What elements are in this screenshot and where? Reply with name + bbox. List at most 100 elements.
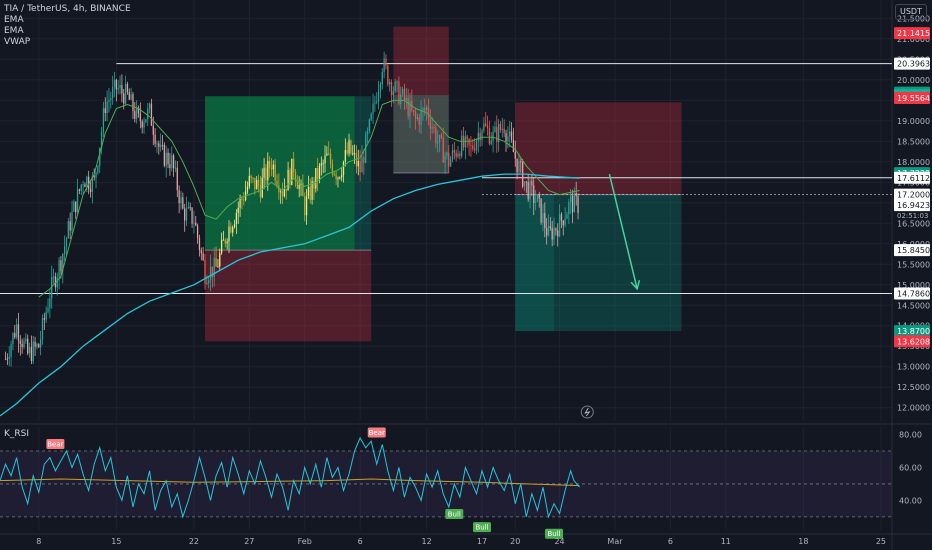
candle-body (187, 206, 190, 209)
candle-body (263, 167, 265, 178)
candle-body (198, 237, 201, 251)
candle-body (117, 88, 119, 90)
candle-body (540, 198, 542, 223)
candle-body (268, 160, 271, 168)
candle-body (387, 65, 389, 85)
price-tag-label: 20.3963 (897, 60, 930, 69)
candle-body (438, 135, 441, 143)
candle-body (429, 118, 431, 129)
candle-body (39, 339, 42, 348)
candle-body (87, 176, 90, 190)
candle-body (25, 338, 27, 341)
candle-body (328, 153, 330, 155)
candle-body (322, 163, 324, 165)
time-tick-label: 6 (358, 537, 363, 546)
candle-body (414, 111, 417, 120)
candle-body (571, 195, 574, 213)
candle-body (529, 181, 531, 200)
time-axis[interactable]: 8 15 22 27 Feb 6 12 17 20 24 Mar 6 11 18 25 (36, 537, 886, 546)
candle-body (379, 84, 382, 91)
price-tag (894, 199, 930, 212)
candle-body (575, 192, 577, 197)
price-axis[interactable]: 12.000012.500013.000013.500014.000014.50… (894, 14, 930, 413)
candle-body (492, 131, 494, 141)
time-tick-label: 15 (111, 537, 121, 546)
candle-body (472, 145, 474, 149)
candle-body (110, 98, 112, 100)
candle-body (357, 160, 359, 167)
candle-body (8, 357, 10, 359)
position-active-zone (515, 194, 555, 332)
candle-body (43, 318, 45, 320)
candle-body (158, 143, 160, 147)
candle-body (252, 177, 254, 179)
candle-body (93, 176, 95, 178)
candle-body (276, 180, 278, 186)
candle-body (289, 169, 291, 185)
lightning-icon[interactable] (580, 405, 594, 419)
time-tick-label: Feb (298, 537, 312, 546)
currency-button[interactable]: USDT (895, 4, 927, 20)
candle-body (195, 222, 197, 226)
candle-body (359, 160, 361, 173)
candle-body (185, 208, 188, 221)
rsi-indicator-label[interactable]: K_RSI (4, 429, 30, 439)
candle-body (108, 99, 110, 102)
candle-body (243, 199, 245, 201)
bull-signal-badge (445, 508, 464, 519)
candle-body (425, 107, 428, 111)
candle-body (551, 228, 553, 240)
candle-body (15, 324, 18, 338)
candle-body (102, 108, 105, 132)
candle-body (250, 176, 252, 178)
candle-body (305, 196, 308, 216)
candle-body (383, 58, 385, 73)
candle-body (137, 107, 140, 114)
candle-body (202, 253, 204, 260)
candle-body (420, 109, 422, 125)
candle-body (422, 108, 424, 110)
candle-body (32, 341, 34, 362)
candle-body (56, 277, 58, 288)
candle-body (448, 152, 450, 167)
countdown-label: 02:51:03 (897, 212, 928, 220)
candle-body (374, 102, 376, 104)
indicator-vwap[interactable]: VWAP (4, 37, 31, 47)
candle-body (191, 207, 193, 224)
chart-legend[interactable]: TIA / TetherUS, 4h, BINANCE EMA EMA VWAP (4, 4, 131, 48)
rsi-axis[interactable]: 40.00 60.00 80.00 (899, 431, 922, 506)
candle-body (320, 163, 322, 166)
candle-body (115, 79, 117, 90)
candle-body (184, 208, 186, 221)
candle-body (339, 177, 341, 179)
candle-body (344, 150, 346, 162)
indicator-ema-fast[interactable]: EMA (4, 15, 24, 25)
candle-body (353, 153, 356, 155)
indicator-ema-slow[interactable]: EMA (4, 26, 24, 36)
candle-body (523, 181, 526, 187)
candle-body (69, 221, 71, 231)
price-tick-label: 12.5000 (897, 383, 930, 392)
candle-body (558, 214, 561, 237)
candle-body (193, 222, 195, 224)
candle-body (161, 144, 164, 146)
price-tick-label: 15.0000 (897, 281, 930, 290)
candle-body (477, 132, 479, 141)
candle-body (564, 218, 566, 226)
candle-body (403, 88, 406, 101)
candle-body (132, 94, 134, 112)
candle-body (6, 358, 9, 360)
price-tag-label: 21.1415 (897, 29, 930, 38)
candle-body (451, 150, 454, 160)
candle-body (206, 282, 208, 284)
candle-body (366, 130, 369, 135)
candle-body (261, 177, 263, 198)
candle-body (577, 196, 579, 213)
position-loss-zone (515, 102, 682, 195)
candle-body (196, 225, 199, 238)
candle-body (171, 155, 173, 169)
time-tick-label: 6 (668, 537, 673, 546)
candle-body (30, 346, 33, 362)
